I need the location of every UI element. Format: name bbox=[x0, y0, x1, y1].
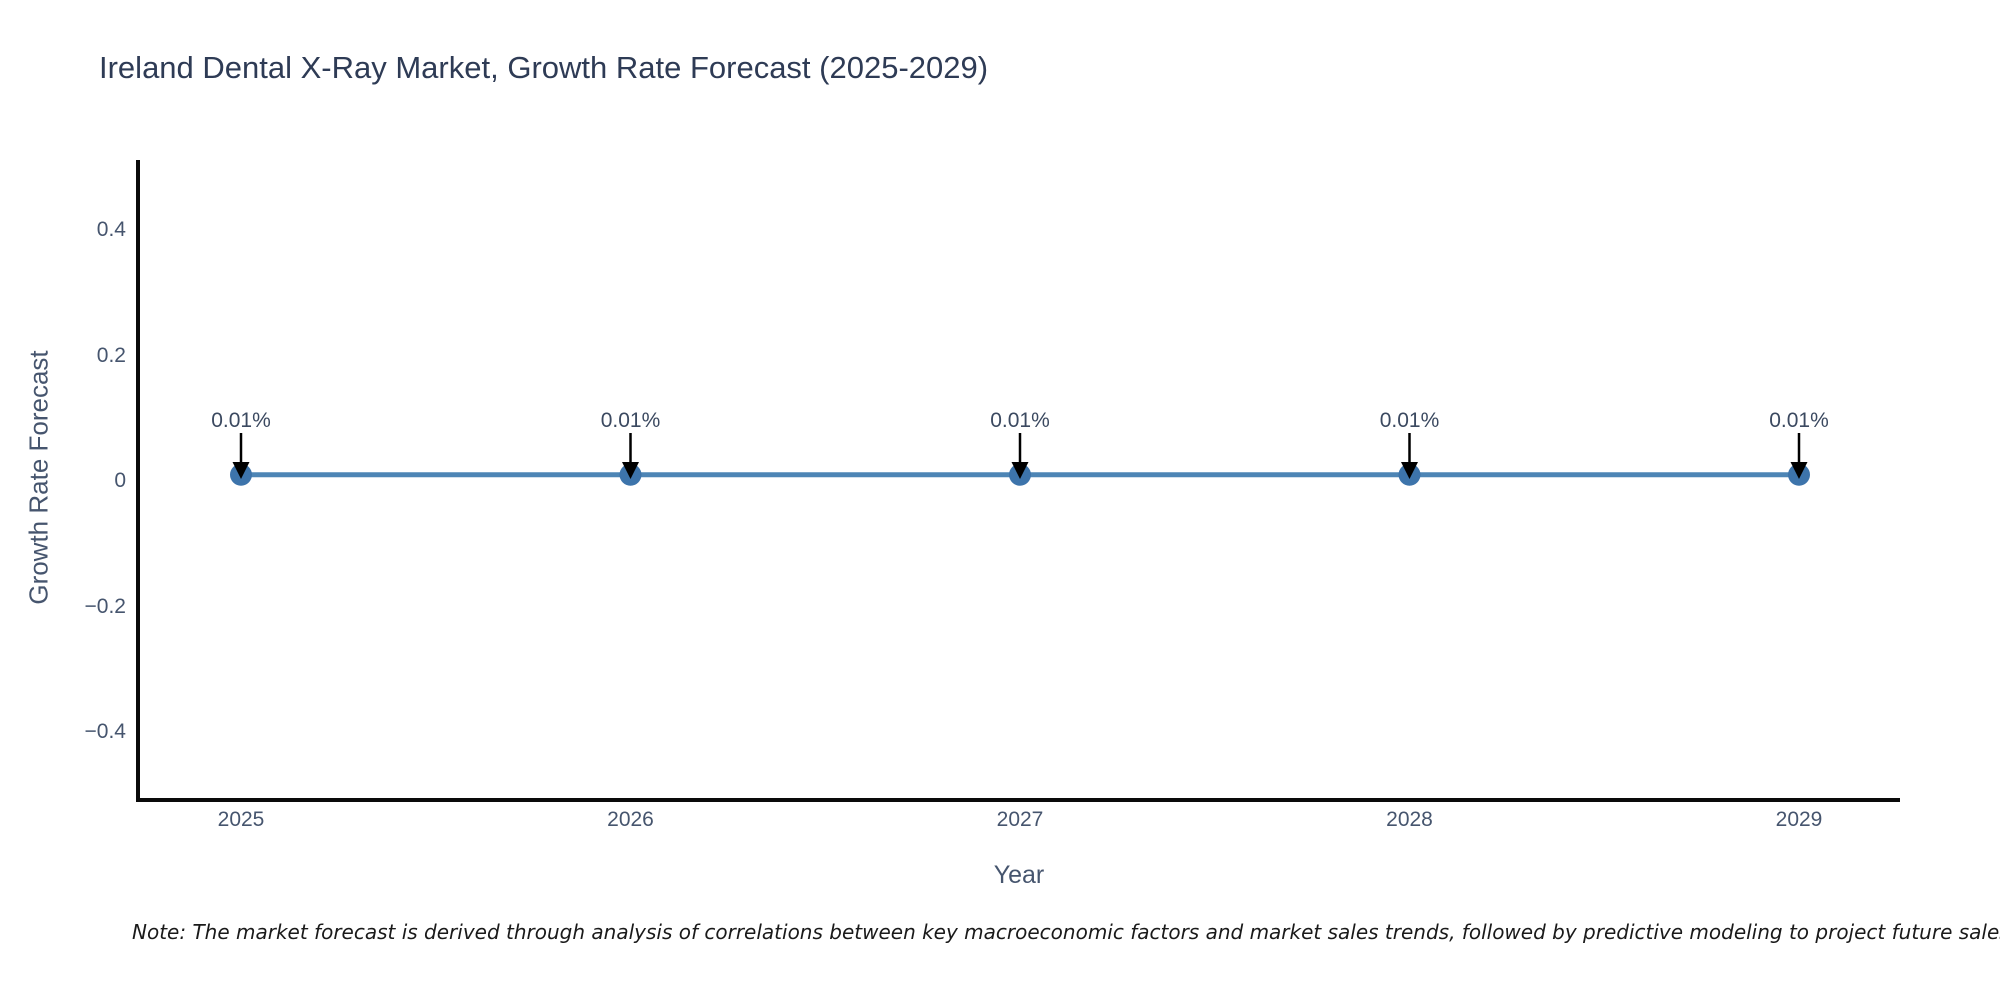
annotation-arrowhead-icon bbox=[1790, 462, 1808, 479]
data-point-label: 0.01% bbox=[1379, 409, 1440, 432]
x-tick-label: 2025 bbox=[217, 808, 265, 831]
annotation-arrowhead-icon bbox=[232, 462, 250, 479]
x-axis-title: Year bbox=[993, 861, 1045, 889]
data-point-label: 0.01% bbox=[1769, 409, 1829, 432]
x-tick-label: 2026 bbox=[607, 808, 654, 831]
x-tick-label: 2027 bbox=[996, 808, 1044, 831]
data-point-label: 0.01% bbox=[990, 409, 1050, 432]
chart-title: Ireland Dental X-Ray Market, Growth Rate… bbox=[99, 50, 989, 85]
note-text: Note: The market forecast is derived thr… bbox=[132, 920, 2000, 944]
x-tick-label: 2028 bbox=[1386, 808, 1433, 831]
annotation-arrowhead-icon bbox=[1401, 462, 1418, 479]
y-tick-label: −0.4 bbox=[84, 720, 126, 743]
y-tick-label: 0.2 bbox=[96, 343, 126, 367]
annotation-arrowhead-icon bbox=[1011, 462, 1029, 479]
data-point-label: 0.01% bbox=[600, 409, 661, 432]
y-tick-label: 0.4 bbox=[96, 218, 126, 241]
y-tick-label: 0 bbox=[114, 469, 126, 492]
y-tick-label: −0.2 bbox=[84, 594, 126, 618]
y-axis-title: Growth Rate Forecast bbox=[23, 350, 54, 605]
annotation-arrowhead-icon bbox=[622, 462, 639, 479]
x-tick-label: 2029 bbox=[1775, 808, 1823, 831]
data-point-label: 0.01% bbox=[211, 409, 271, 432]
